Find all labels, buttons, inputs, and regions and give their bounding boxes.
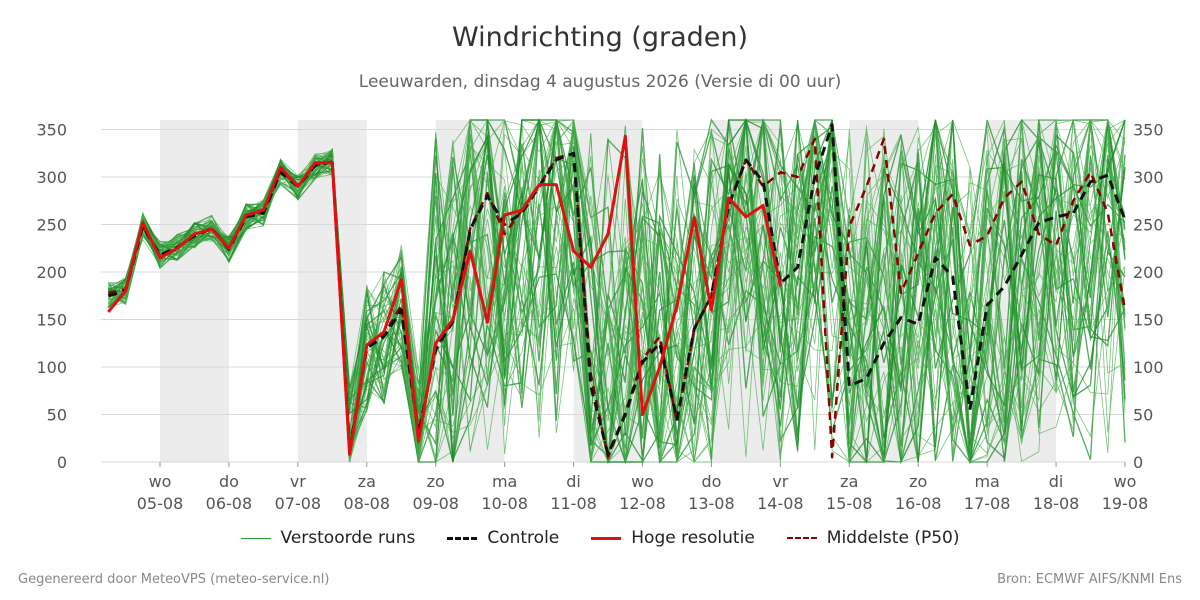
series-line-hoge-resolutie [107,134,782,456]
legend-label-control: Controle [487,528,560,548]
y-tick-left-100: 100 [36,358,67,377]
x-tick-date-8: 13-08 [688,494,735,513]
footer-source: Bron: ECMWF AIFS/KNMI Ens [997,572,1182,587]
y-tick-left-150: 150 [36,311,67,330]
x-tick-date-14: 19-08 [1102,494,1149,513]
x-tick-day-6: di [566,472,581,491]
y-tick-left-350: 350 [36,121,67,140]
legend-label-highres: Hoge resolutie [631,528,755,548]
series-line-controle [107,123,1127,456]
y-tick-right-0: 0 [1133,453,1143,472]
y-tick-right-250: 250 [1133,216,1164,235]
x-tick-day-9: vr [772,472,788,491]
y-tick-right-200: 200 [1133,263,1164,282]
footer-generated-by: Gegenereerd door MeteoVPS (meteo-service… [18,572,330,587]
x-tick-day-2: vr [290,472,306,491]
legend-label-perturbed: Verstoorde runs [280,528,416,548]
y-tick-left-50: 50 [47,406,67,425]
x-tick-date-1: 06-08 [206,494,253,513]
x-tick-day-11: zo [909,472,927,491]
legend-swatch-perturbed [240,537,271,539]
y-tick-right-50: 50 [1133,406,1153,425]
x-tick-date-2: 07-08 [275,494,322,513]
x-tick-date-9: 14-08 [757,494,804,513]
perturbed-run-line [107,118,1126,465]
x-tick-date-13: 18-08 [1033,494,1080,513]
x-tick-day-7: wo [631,472,654,491]
x-tick-date-5: 10-08 [481,494,528,513]
x-tick-day-5: ma [492,472,517,491]
x-tick-date-11: 16-08 [895,494,942,513]
x-tick-day-0: wo [149,472,172,491]
legend-swatch-median [786,537,817,539]
legend-item-highres: Hoge resolutie [591,528,755,548]
x-tick-day-14: wo [1114,472,1137,491]
y-tick-right-300: 300 [1133,168,1164,187]
x-tick-date-6: 11-08 [550,494,597,513]
y-tick-left-300: 300 [36,168,67,187]
x-tick-date-3: 08-08 [344,494,391,513]
x-tick-day-13: di [1049,472,1064,491]
x-tick-day-8: do [701,472,721,491]
y-tick-right-350: 350 [1133,121,1164,140]
x-tick-date-12: 17-08 [964,494,1011,513]
y-tick-right-100: 100 [1133,358,1164,377]
legend-item-perturbed: Verstoorde runs [240,528,416,548]
legend-swatch-control [447,536,478,540]
legend-item-median: Middelste (P50) [786,528,960,548]
legend: Verstoorde runs Controle Hoge resolutie … [0,528,1200,548]
legend-item-control: Controle [447,528,559,548]
x-tick-day-3: za [358,472,376,491]
x-tick-date-0: 05-08 [137,494,184,513]
day-band-0 [160,120,229,462]
perturbed-run-line [108,119,1126,463]
chart-subtitle: Leeuwarden, dinsdag 4 augustus 2026 (Ver… [358,72,842,92]
y-tick-left-200: 200 [36,263,67,282]
x-tick-date-4: 09-08 [412,494,459,513]
chart-title: Windrichting (graden) [451,22,749,53]
y-tick-left-0: 0 [57,453,67,472]
x-tick-day-4: zo [427,472,445,491]
x-tick-date-10: 15-08 [826,494,873,513]
legend-label-median: Middelste (P50) [826,528,960,548]
legend-swatch-highres [591,536,622,540]
x-tick-day-1: do [219,472,239,491]
x-tick-day-10: za [840,472,858,491]
x-tick-day-12: ma [974,472,999,491]
y-tick-right-150: 150 [1133,311,1164,330]
y-tick-left-250: 250 [36,216,67,235]
x-tick-date-7: 12-08 [619,494,666,513]
